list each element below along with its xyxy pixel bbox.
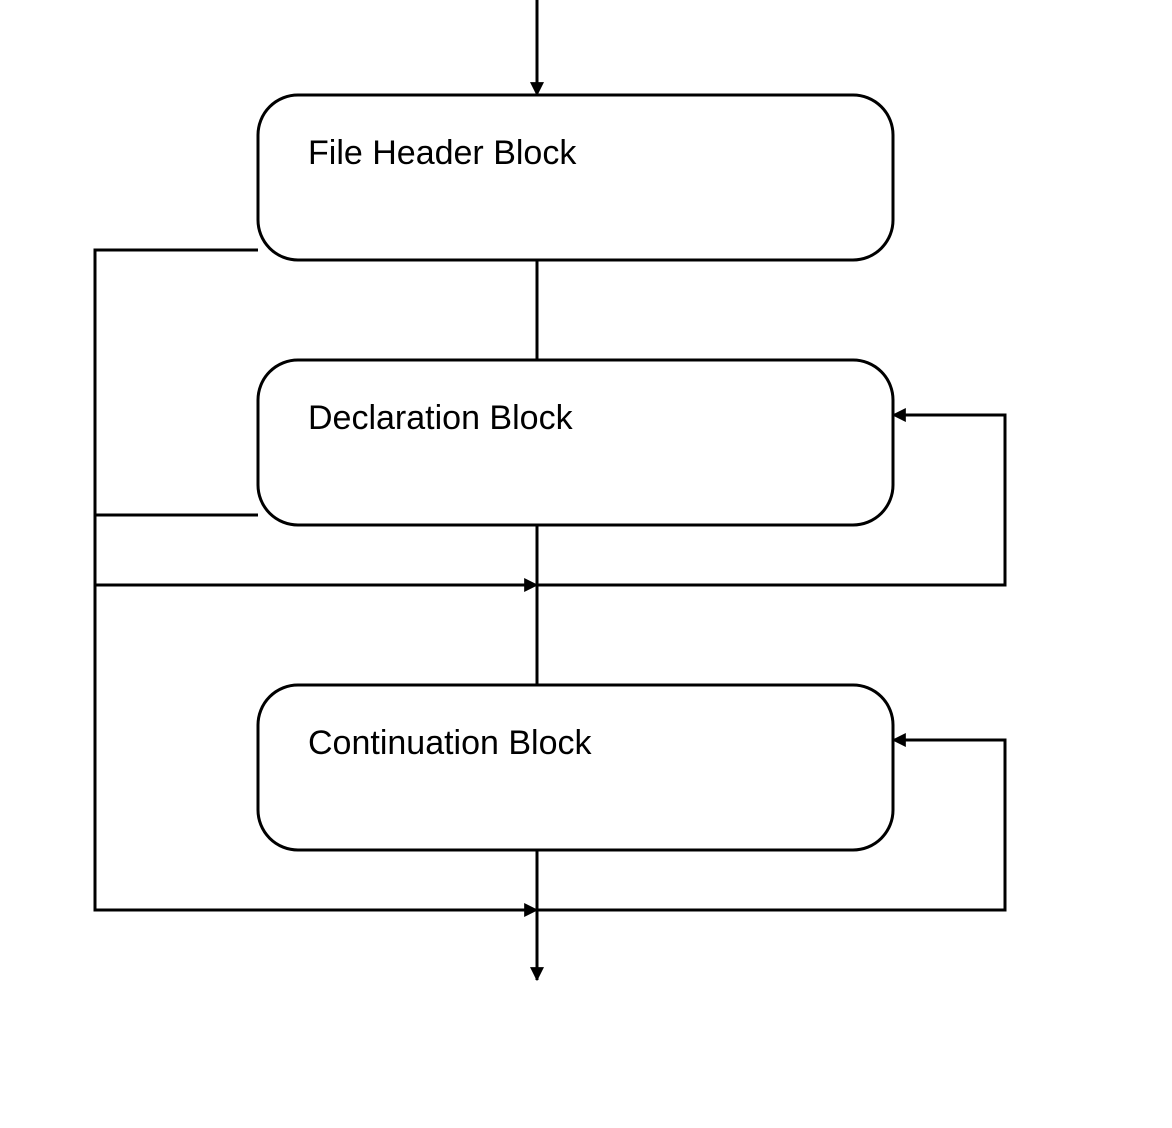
node-n3: Continuation Block xyxy=(258,685,893,850)
node-label: Declaration Block xyxy=(308,399,574,437)
node-n2: Declaration Block xyxy=(258,360,893,525)
flowchart-diagram: File Header Block Declaration Block Contin… xyxy=(0,0,1172,1128)
node-label: Continuation Block xyxy=(308,724,593,762)
node-label: File Header Block xyxy=(308,134,577,172)
node-n1: File Header Block xyxy=(258,95,893,260)
